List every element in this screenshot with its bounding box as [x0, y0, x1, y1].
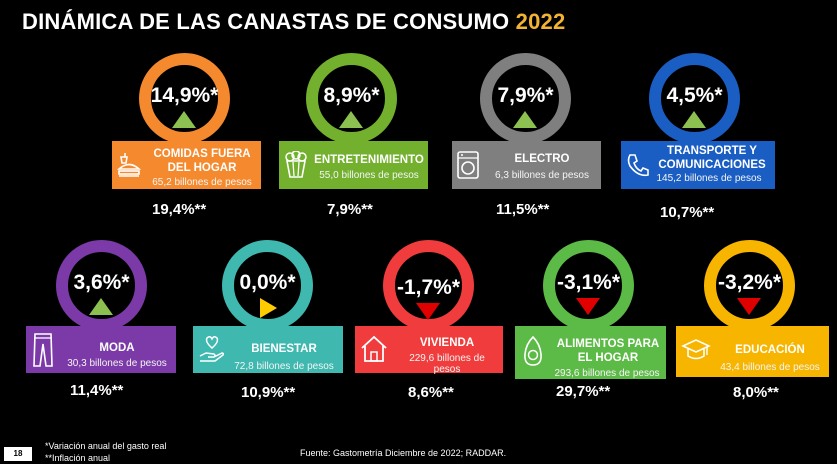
pants-icon	[33, 333, 53, 367]
category-value: 145,2 billones de pesos	[656, 173, 762, 184]
variation-value: 3,6%*	[73, 271, 130, 294]
variation-value: 0,0%*	[239, 271, 296, 294]
inflation-value: 10,9%**	[241, 384, 296, 401]
category-name: COMIDAS FUERA DEL HOGAR	[153, 148, 251, 174]
category-name: BIENESTAR	[251, 343, 317, 355]
up-arrow-icon	[513, 111, 537, 128]
up-arrow-icon	[682, 111, 706, 128]
inflation-value: 19,4%**	[152, 201, 207, 218]
house-icon	[361, 335, 387, 362]
title-text: DINÁMICA DE LAS CANASTAS DE CONSUMO	[22, 9, 510, 34]
category-box: COMIDAS FUERA DEL HOGAR 65,2 billones de …	[112, 141, 261, 189]
inflation-value: 7,9%**	[327, 201, 373, 218]
category-box: ELECTRO 6,3 billones de pesos	[452, 141, 601, 189]
category-value: 55,0 billones de pesos	[319, 170, 419, 181]
variation-value: 14,9%*	[150, 84, 219, 107]
category-box: EDUCACIÓN 43,4 billones de pesos	[676, 326, 829, 377]
footnote-inflation: **Inflación anual	[45, 453, 111, 463]
popcorn-icon	[285, 151, 307, 178]
category-name: TRANSPORTE Y COMUNICACIONES	[658, 145, 766, 171]
variation-value: -3,1%*	[556, 271, 621, 294]
down-arrow-icon	[416, 303, 440, 320]
down-arrow-icon	[737, 298, 761, 315]
heart-hand-icon	[199, 335, 225, 362]
category-name: EDUCACIÓN	[735, 344, 805, 356]
inflation-value: 11,5%**	[496, 201, 550, 218]
variation-value: 4,5%*	[666, 84, 723, 107]
category-value: 43,4 billones de pesos	[720, 362, 820, 373]
category-box: VIVIENDA 229,6 billones de pesos	[355, 326, 503, 375]
category-box: BIENESTAR 72,8 billones de pesos	[193, 326, 343, 373]
graduation-cap-icon	[681, 339, 711, 360]
up-arrow-icon	[172, 111, 196, 128]
category-name: ELECTRO	[514, 153, 570, 165]
category-value: 229,6 billones de pesos	[409, 353, 485, 375]
category-value: 6,3 billones de pesos	[495, 170, 589, 181]
inflation-value: 8,0%**	[733, 384, 779, 401]
title-year: 2022	[515, 9, 566, 34]
variation-value: 8,9%*	[323, 84, 380, 107]
up-arrow-icon	[339, 111, 363, 128]
page-number: 18	[4, 447, 32, 461]
washing-machine-icon	[457, 151, 479, 179]
phone-icon	[627, 154, 649, 177]
source-note: Fuente: Gastometría Diciembre de 2022; R…	[300, 448, 507, 458]
fast-food-icon	[117, 153, 142, 177]
up-arrow-icon	[89, 298, 113, 315]
category-value: 30,3 billones de pesos	[67, 358, 167, 369]
category-name: VIVIENDA	[419, 337, 475, 349]
category-value: 72,8 billones de pesos	[234, 361, 334, 372]
avocado-icon	[524, 335, 542, 366]
category-box: ENTRETENIMIENTO 55,0 billones de pesos	[279, 141, 428, 189]
category-box: TRANSPORTE Y COMUNICACIONES 145,2 billone…	[621, 141, 775, 189]
page-title: DINÁMICA DE LAS CANASTAS DE CONSUMO 2022	[22, 9, 565, 35]
category-name: ALIMENTOS PARA EL HOGAR	[556, 338, 660, 364]
category-name: MODA	[99, 342, 135, 354]
variation-value: -1,7%*	[396, 276, 461, 299]
right-arrow-icon	[260, 298, 277, 318]
category-box: ALIMENTOS PARA EL HOGAR 293,6 billones de…	[515, 326, 666, 379]
down-arrow-icon	[576, 298, 600, 315]
inflation-value: 8,6%**	[408, 384, 454, 401]
footnote-variation: *Variación anual del gasto real	[45, 441, 167, 451]
inflation-value: 29,7%**	[556, 383, 611, 400]
variation-value: 7,9%*	[497, 84, 554, 107]
category-value: 65,2 billones de pesos	[152, 177, 252, 188]
inflation-value: 10,7%**	[660, 204, 715, 221]
inflation-value: 11,4%**	[70, 382, 124, 399]
category-name: ENTRETENIMIENTO	[314, 154, 424, 166]
category-box: MODA 30,3 billones de pesos	[26, 326, 176, 373]
variation-value: -3,2%*	[717, 271, 782, 294]
category-value: 293,6 billones de pesos	[554, 368, 660, 379]
